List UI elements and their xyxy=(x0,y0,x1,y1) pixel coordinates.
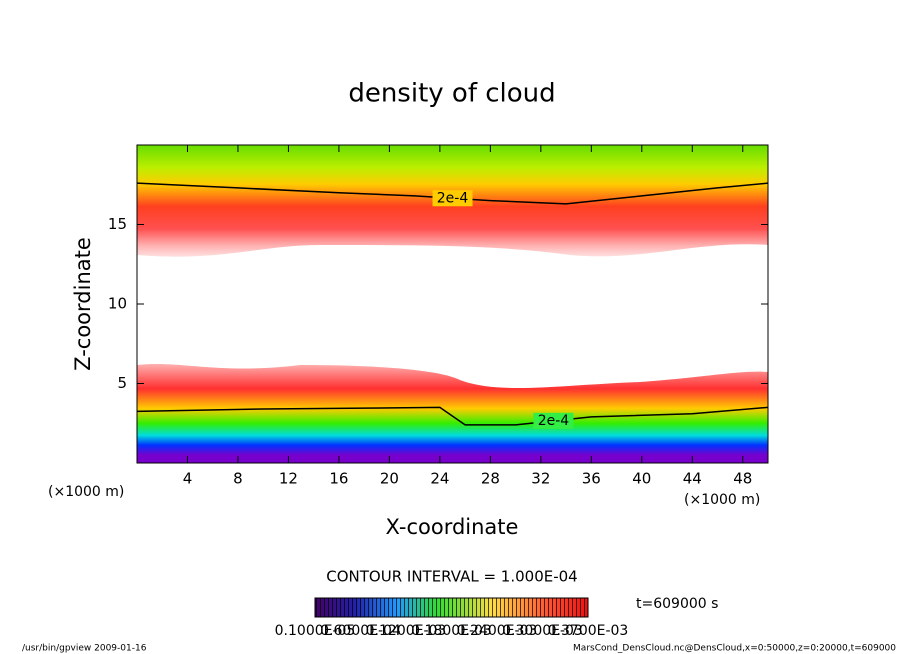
footer-left: /usr/bin/gpview 2009-01-16 xyxy=(22,644,147,654)
colorbar-label: 0.2400E-03 xyxy=(457,623,538,639)
x-unit: (×1000 m) xyxy=(684,492,760,508)
contour-line xyxy=(136,406,769,426)
x-tick-label: 4 xyxy=(183,470,193,488)
colorbar-frame xyxy=(314,597,589,618)
x-axis-label: X-coordinate xyxy=(386,515,519,539)
x-tick-label: 48 xyxy=(733,470,752,488)
x-tick-label: 8 xyxy=(233,470,243,488)
y-tick-label: 15 xyxy=(108,215,127,233)
x-tick-label: 28 xyxy=(481,470,500,488)
x-tick-label: 24 xyxy=(430,470,449,488)
y-tick-label: 5 xyxy=(117,374,127,392)
y-unit: (×1000 m) xyxy=(48,484,124,500)
colorbar-label: 0.1000E-05 xyxy=(275,623,356,639)
chart-title: density of cloud xyxy=(348,79,555,109)
contour-label: 2e-4 xyxy=(538,413,570,429)
colorbar-label: 0.1200E-03 xyxy=(366,623,447,639)
contour-interval: CONTOUR INTERVAL = 1.000E-04 xyxy=(326,568,577,586)
colorbar-label: 0.3700E-03 xyxy=(548,623,629,639)
x-tick-label: 16 xyxy=(329,470,348,488)
x-tick-label: 40 xyxy=(632,470,651,488)
footer-right: MarsCond_DensCloud.nc@DensCloud,x=0:5000… xyxy=(573,644,896,654)
colorbar-label: 0.3000E-03 xyxy=(502,623,583,639)
x-tick-label: 36 xyxy=(582,470,601,488)
x-tick-label: 12 xyxy=(279,470,298,488)
colorbar-label: 0.1800E-03 xyxy=(411,623,492,639)
colorbar-label: 0.6000E-04 xyxy=(320,623,401,639)
time-label: t=609000 s xyxy=(636,596,718,612)
y-tick-label: 10 xyxy=(108,295,127,313)
x-tick-label: 44 xyxy=(683,470,702,488)
contour-label-bg xyxy=(533,412,574,429)
colorbar-lines xyxy=(315,598,588,617)
x-tick-label: 32 xyxy=(531,470,550,488)
contour-line xyxy=(136,182,769,205)
contour-label: 2e-4 xyxy=(437,190,469,206)
contour-label-bg xyxy=(432,190,473,207)
y-axis-label: Z-coordinate xyxy=(71,237,95,371)
x-tick-label: 20 xyxy=(380,470,399,488)
